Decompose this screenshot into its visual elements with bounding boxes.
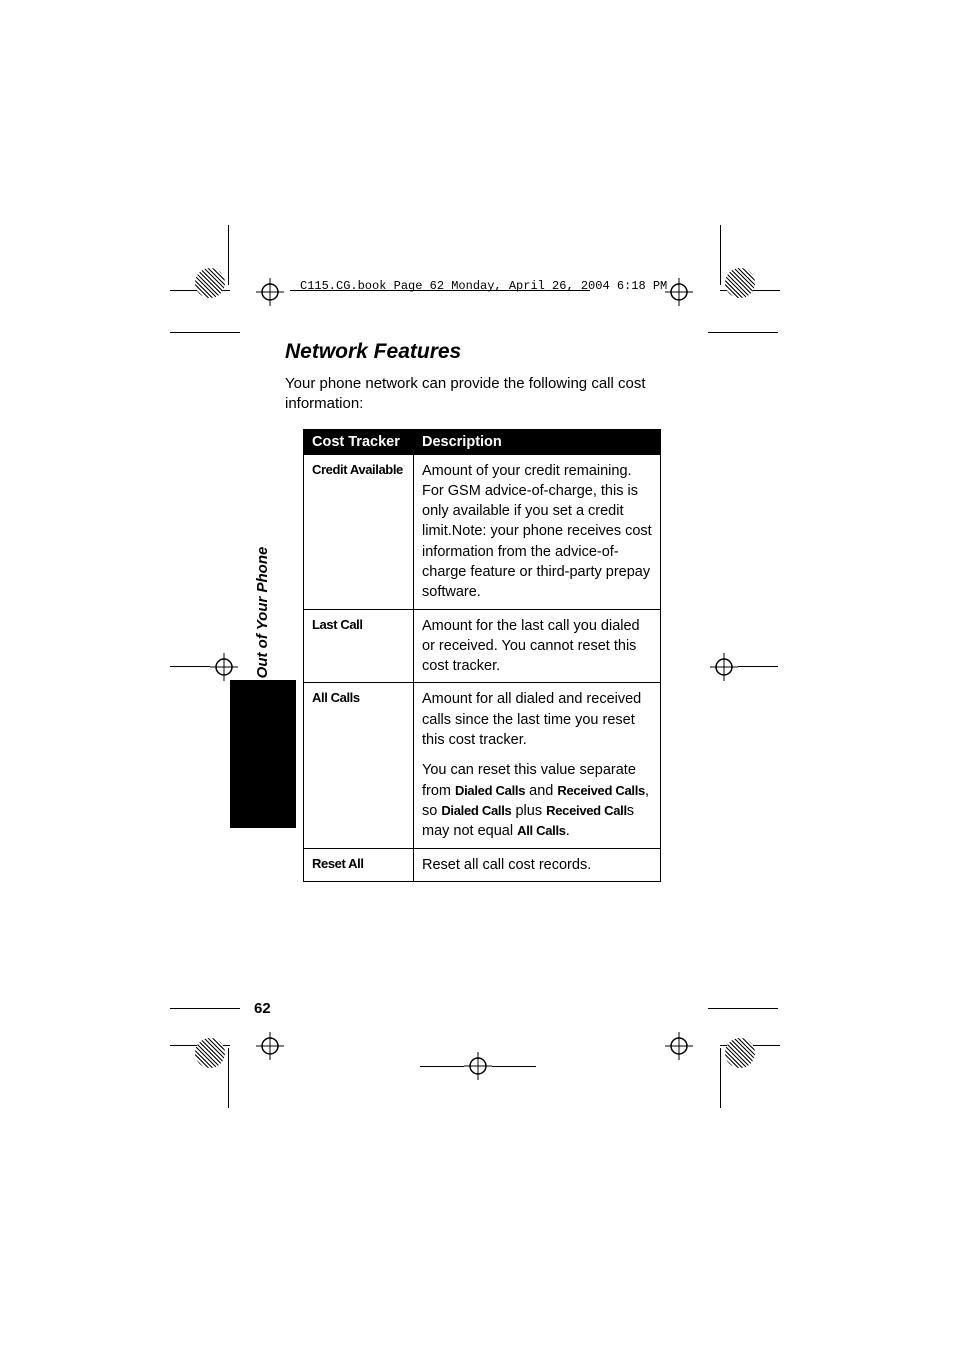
crop-mark <box>170 666 210 667</box>
table-row: Reset All Reset all call cost records. <box>304 848 661 881</box>
table-row: Credit Available Amount of your credit r… <box>304 454 661 609</box>
cost-tracker-key: Credit Available <box>304 454 414 609</box>
cost-tracker-key: All Calls <box>304 683 414 848</box>
running-head: C115.CG.book Page 62 Monday, April 26, 2… <box>300 279 667 293</box>
crop-mark <box>228 1048 229 1108</box>
table-row: Last Call Amount for the last call you d… <box>304 609 661 683</box>
color-bar-icon <box>195 1038 225 1068</box>
desc-text: plus <box>511 803 546 819</box>
crop-mark <box>170 332 240 333</box>
registration-mark-icon <box>256 278 284 306</box>
color-bar-icon <box>725 268 755 298</box>
ui-term: Dialed Calls <box>441 803 511 818</box>
table-header: Description <box>414 429 661 454</box>
desc-paragraph: Amount for all dialed and received calls… <box>422 689 652 750</box>
registration-mark-icon <box>665 278 693 306</box>
cost-tracker-table: Cost Tracker Description Credit Availabl… <box>303 429 661 882</box>
table-header: Cost Tracker <box>304 429 414 454</box>
cost-tracker-key: Reset All <box>304 848 414 881</box>
cost-tracker-key: Last Call <box>304 609 414 683</box>
registration-mark-icon <box>710 653 738 681</box>
table-row: All Calls Amount for all dialed and rece… <box>304 683 661 848</box>
cost-tracker-desc: Reset all call cost records. <box>414 848 661 881</box>
crop-mark <box>420 1066 464 1067</box>
color-bar-icon <box>725 1038 755 1068</box>
page-number: 62 <box>254 1000 271 1017</box>
desc-paragraph: You can reset this value separate from D… <box>422 760 652 841</box>
crop-mark <box>738 666 778 667</box>
crop-mark <box>492 1066 536 1067</box>
cost-tracker-desc: Amount for all dialed and received calls… <box>414 683 661 848</box>
ui-term: Dialed Calls <box>455 783 525 798</box>
page-container: C115.CG.book Page 62 Monday, April 26, 2… <box>0 0 954 1351</box>
registration-mark-icon <box>256 1032 284 1060</box>
section-title: Network Features <box>285 340 675 364</box>
registration-mark-icon <box>665 1032 693 1060</box>
crop-mark <box>720 225 721 285</box>
crop-mark <box>708 1008 778 1009</box>
ui-term: All Calls <box>517 823 566 838</box>
table-header-row: Cost Tracker Description <box>304 429 661 454</box>
crop-mark <box>708 332 778 333</box>
crop-mark <box>720 1048 721 1108</box>
color-bar-icon <box>195 268 225 298</box>
intro-text: Your phone network can provide the follo… <box>285 374 675 415</box>
content-area: Network Features Your phone network can … <box>285 340 675 882</box>
crop-mark <box>228 225 229 285</box>
cost-tracker-desc: Amount for the last call you dialed or r… <box>414 609 661 683</box>
ui-term: Received Call <box>546 803 627 818</box>
cost-tracker-desc: Amount of your credit remaining. For GSM… <box>414 454 661 609</box>
ui-term: Received Calls <box>557 783 645 798</box>
crop-mark <box>170 1008 240 1009</box>
desc-text: and <box>525 783 557 799</box>
registration-mark-icon <box>210 653 238 681</box>
registration-mark-icon <box>464 1052 492 1080</box>
desc-text: . <box>566 823 570 839</box>
